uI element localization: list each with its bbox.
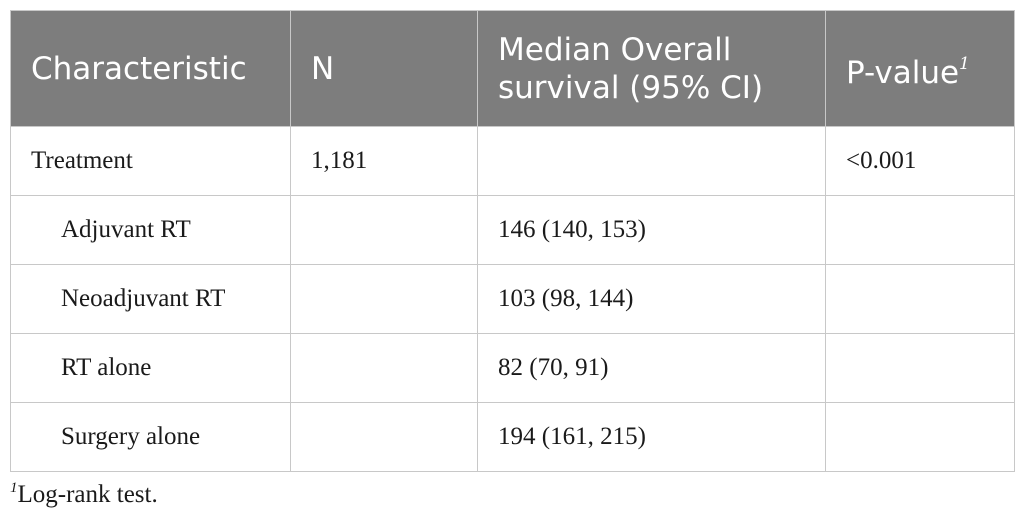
cell-pvalue: [825, 195, 1015, 265]
cell-characteristic: RT alone: [10, 333, 291, 403]
header-pvalue-footnote-marker: 1: [959, 54, 970, 74]
cell-median: 82 (70, 91): [477, 333, 826, 403]
cell-pvalue: [825, 264, 1015, 334]
table-row: RT alone 82 (70, 91): [10, 333, 1015, 403]
cell-characteristic: Adjuvant RT: [10, 195, 291, 265]
table-row: Treatment 1,181 <0.001: [10, 126, 1015, 196]
cell-n: [290, 195, 478, 265]
cell-characteristic: Neoadjuvant RT: [10, 264, 291, 334]
header-pvalue-label: P-value: [846, 55, 960, 91]
cell-n: [290, 402, 478, 472]
footnote-marker: 1: [10, 480, 18, 496]
header-n: N: [290, 10, 478, 127]
cell-n: 1,181: [290, 126, 478, 196]
header-pvalue: P-value1: [825, 10, 1015, 127]
cell-n: [290, 333, 478, 403]
cell-median: [477, 126, 826, 196]
cell-n: [290, 264, 478, 334]
footnote-text: Log-rank test.: [17, 481, 158, 508]
table-row: Neoadjuvant RT 103 (98, 144): [10, 264, 1015, 334]
cell-characteristic: Surgery alone: [10, 402, 291, 472]
table-footnote: 1Log-rank test.: [10, 480, 158, 509]
cell-characteristic: Treatment: [10, 126, 291, 196]
cell-median: 194 (161, 215): [477, 402, 826, 472]
survival-table: Characteristic N Median Overall survival…: [10, 10, 1015, 472]
cell-median: 103 (98, 144): [477, 264, 826, 334]
table-row: Adjuvant RT 146 (140, 153): [10, 195, 1015, 265]
cell-pvalue: <0.001: [825, 126, 1015, 196]
table-row: Surgery alone 194 (161, 215): [10, 402, 1015, 472]
cell-median: 146 (140, 153): [477, 195, 826, 265]
header-median-survival: Median Overall survival (95% CI): [477, 10, 826, 127]
table-header-row: Characteristic N Median Overall survival…: [10, 10, 1015, 127]
header-characteristic: Characteristic: [10, 10, 291, 127]
cell-pvalue: [825, 333, 1015, 403]
cell-pvalue: [825, 402, 1015, 472]
